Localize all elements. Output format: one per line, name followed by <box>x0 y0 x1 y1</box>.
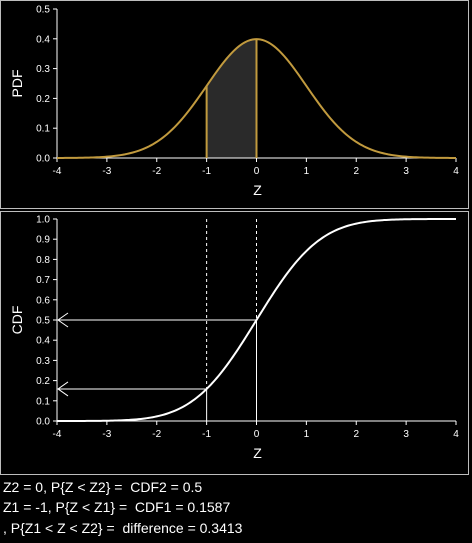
y-tick-label: 0.3 <box>36 64 50 75</box>
x-tick-label: -4 <box>53 429 62 440</box>
y-tick-label: 0.5 <box>36 5 50 16</box>
x-tick-label: 1 <box>304 166 310 177</box>
caption-z2-cdf: Z2 = 0, P{Z < Z2} = CDF2 = 0.5 <box>3 479 203 495</box>
x-axis-title: Z <box>253 445 262 461</box>
y-tick-label: 0.5 <box>36 316 50 327</box>
x-tick-label: 0 <box>254 166 260 177</box>
y-tick-label: 0.6 <box>36 295 50 306</box>
x-tick-label: 3 <box>403 429 409 440</box>
cdf-curve <box>57 218 456 422</box>
cdf-chart: 0.0 0.1 0.2 0.3 0.4 0.5 0.6 0.7 0.8 0.9 1.0 -4 -3 -2 -… <box>9 215 459 462</box>
y-tick-label: 0.7 <box>36 275 50 286</box>
y-tick-label: 0.9 <box>36 235 50 246</box>
x-tick-label: 4 <box>453 429 459 440</box>
y-axis-title: CDF <box>9 306 25 335</box>
x-tick-label: -2 <box>152 166 161 177</box>
y-tick-label: 0.4 <box>36 336 50 347</box>
y-tick-label: 0.0 <box>36 154 50 165</box>
charts-canvas: 0.00.10.20.30.40.5-4 -3 -2 -1 0 1 2 3 4ZPDF0.00.… <box>9 5 459 462</box>
caption-z1-cdf: Z1 = -1, P{Z < Z1} = CDF1 = 0.1587 <box>3 499 231 515</box>
x-axis-title: Z <box>253 182 262 198</box>
x-tick-label: -3 <box>102 429 111 440</box>
shaded-area <box>206 39 257 159</box>
y-tick-label: 0.2 <box>36 376 50 387</box>
y-axis-title: PDF <box>9 70 25 98</box>
y-tick-label: 0.1 <box>36 124 50 135</box>
x-tick-label: -3 <box>102 166 111 177</box>
y-tick-label: 0.2 <box>36 94 50 105</box>
y-tick-label: 0.3 <box>36 356 50 367</box>
pdf-curve <box>56 38 457 159</box>
x-tick-label: -1 <box>202 166 211 177</box>
y-tick-label: 0.8 <box>36 255 50 266</box>
x-tick-label: 1 <box>304 429 310 440</box>
x-tick-label: -1 <box>202 429 211 440</box>
x-tick-label: 3 <box>403 166 409 177</box>
arrow-head <box>57 312 69 328</box>
x-tick-label: 4 <box>453 166 459 177</box>
caption-difference: , P{Z1 < Z < Z2} = difference = 0.3413 <box>3 520 243 536</box>
y-tick-label: 1.0 <box>36 215 50 226</box>
x-tick-label: 2 <box>353 429 359 440</box>
y-tick-label: 0.0 <box>36 417 50 428</box>
pdf-panel-frame <box>0 0 469 209</box>
x-tick-label: 0 <box>254 429 260 440</box>
x-tick-label: -2 <box>152 429 161 440</box>
x-tick-label: 2 <box>353 166 359 177</box>
y-tick-label: 0.4 <box>36 34 50 45</box>
cdf-panel-frame <box>0 211 469 475</box>
y-tick-label: 0.1 <box>36 396 50 407</box>
arrow-head <box>57 381 69 397</box>
pdf-chart: 0.0 0.1 0.2 0.3 0.4 0.5 -4 -3 -2 -1 0 1 2 3 4 Z PDF <box>9 5 459 199</box>
x-tick-label: -4 <box>53 166 62 177</box>
